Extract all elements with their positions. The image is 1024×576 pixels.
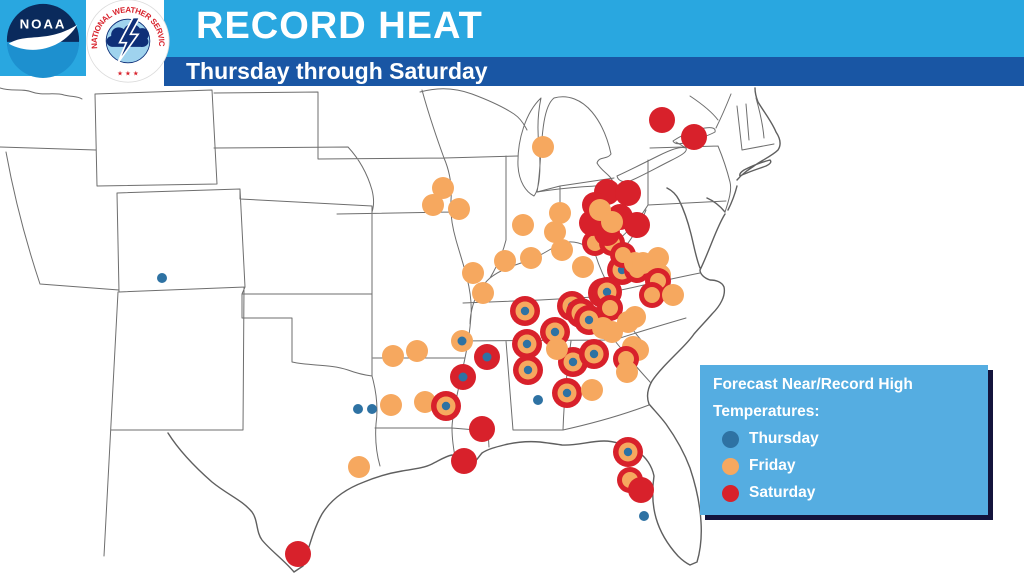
map-point-fri — [462, 262, 484, 284]
map-point-fri — [520, 247, 542, 269]
map-point-fri — [551, 239, 573, 261]
page-subtitle: Thursday through Saturday — [186, 58, 488, 84]
noaa-seagull-icon — [8, 24, 78, 50]
map-point-thu — [367, 404, 377, 414]
thu-dot-icon — [722, 430, 739, 448]
great-lakes-path — [419, 88, 716, 197]
map-point-sat — [649, 107, 675, 133]
map-point-fri — [549, 202, 571, 224]
map-point-fri — [602, 300, 618, 316]
map-point-fri — [532, 136, 554, 158]
page-title: RECORD HEAT — [196, 5, 483, 47]
nws-lightning-icon — [117, 16, 142, 64]
map-point-thu — [523, 365, 533, 375]
legend-item-label: Saturday — [749, 484, 816, 501]
legend-item-fri: Friday — [722, 457, 988, 475]
legend-item-label: Friday — [749, 457, 796, 474]
legend-title-line1: Forecast Near/Record High — [713, 376, 913, 393]
map-point-thu — [533, 395, 543, 405]
legend-item-sat: Saturday — [722, 484, 988, 502]
map-point-fri — [572, 256, 594, 278]
nws-stars-icon: ★ ★ ★ — [117, 69, 139, 77]
legend-item-label: Thursday — [749, 430, 819, 447]
map-point-fri — [616, 361, 638, 383]
nws-logo: NATIONAL WEATHER SERVICE ★ ★ ★ — [86, 0, 170, 83]
header-top-bar — [164, 0, 1024, 57]
map-point-sat — [628, 477, 654, 503]
map-point-thu — [520, 306, 530, 316]
map-point-fri — [601, 211, 623, 233]
state-borders-path — [0, 87, 775, 557]
noaa-logo: NOAA — [6, 3, 80, 78]
map-point-fri — [448, 198, 470, 220]
map-point-fri — [380, 394, 402, 416]
map-point-fri — [382, 345, 404, 367]
map-point-thu — [568, 357, 578, 367]
map-point-thu — [623, 447, 633, 457]
map-point-fri — [348, 456, 370, 478]
fri-dot-icon — [722, 457, 739, 475]
legend-title-line2: Temperatures: — [713, 403, 820, 420]
map-point-fri — [512, 214, 534, 236]
map-point-fri — [662, 284, 684, 306]
header-subtitle-bar — [164, 57, 1024, 86]
map-point-thu — [639, 511, 649, 521]
map-point-fri — [432, 177, 454, 199]
coastline-path — [167, 87, 781, 573]
map-point-fri — [414, 391, 436, 413]
map-point-sat — [681, 124, 707, 150]
map-point-sat — [624, 212, 650, 238]
noaa-logo-text: NOAA — [20, 17, 67, 32]
map-point-thu — [157, 273, 167, 283]
map-point-fri — [422, 194, 444, 216]
map-point-thu — [441, 401, 451, 411]
map-point-thu — [458, 372, 468, 382]
map-point-fri — [546, 338, 568, 360]
map-point-fri — [617, 311, 639, 333]
map-point-thu — [602, 287, 612, 297]
map-point-thu — [589, 349, 599, 359]
map-point-thu — [550, 327, 560, 337]
map-point-fri — [406, 340, 428, 362]
map-points-layer — [157, 107, 707, 567]
map-point-sat — [451, 448, 477, 474]
noaa-logo-sea — [6, 41, 80, 78]
map-point-fri — [644, 287, 660, 303]
legend-item-thu: Thursday — [722, 430, 988, 448]
map-point-thu — [522, 339, 532, 349]
map-point-fri — [601, 321, 623, 343]
map-point-sat — [615, 180, 641, 206]
map-point-fri — [494, 250, 516, 272]
map-point-thu — [562, 388, 572, 398]
legend-items: Thursday Friday Saturday — [700, 430, 988, 502]
sat-dot-icon — [722, 484, 739, 502]
map-point-fri — [544, 221, 566, 243]
map-point-fri — [581, 379, 603, 401]
map-point-fri — [632, 252, 654, 274]
map-point-thu — [457, 336, 467, 346]
map-point-thu — [353, 404, 363, 414]
map-point-fri — [472, 282, 494, 304]
map-point-thu — [584, 315, 594, 325]
map-point-thu — [482, 352, 492, 362]
legend: Forecast Near/Record High Temperatures: … — [700, 365, 988, 515]
map-point-sat — [285, 541, 311, 567]
us-map-svg — [0, 87, 781, 573]
map-point-sat — [469, 416, 495, 442]
